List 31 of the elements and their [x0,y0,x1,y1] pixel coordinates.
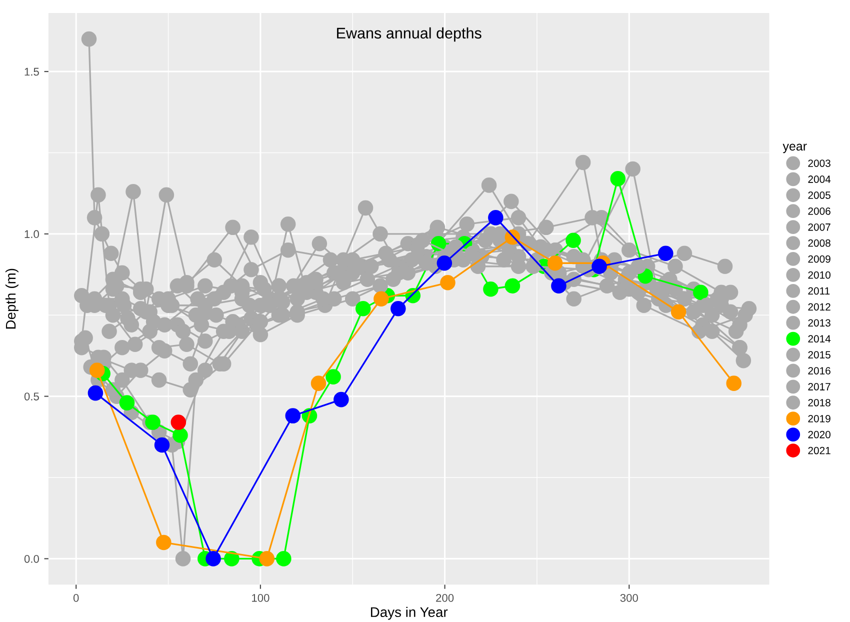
x-axis-title: Days in Year [370,606,448,620]
y-tick-label: 0.0 [24,554,39,563]
legend-label: 2019 [808,414,830,422]
legend-label: 2015 [808,351,830,358]
legend-label: 2009 [808,255,830,263]
legend-label: 2017 [808,383,830,390]
text: Ewans annual depths [337,27,482,42]
legend-label: 2006 [808,207,830,215]
legend-label: 2021 [808,446,830,454]
legend-label: 2008 [808,239,830,247]
legend-label: 2004 [808,176,831,183]
x-tick-label: 300 [620,594,638,602]
legend-title: year [782,144,807,154]
legend-label: 2013 [808,319,830,327]
legend-label: 2003 [808,160,830,167]
legend-label: 2005 [808,192,830,199]
y-tick-label: 0.5 [24,392,39,400]
legend-label: 2016 [808,367,830,374]
legend-label: 2020 [808,430,830,438]
y-axis-title: Depth (m) [5,268,18,329]
legend-label: 2012 [808,303,830,311]
legend-label: 2014 [808,335,831,343]
legend-label: 2007 [808,223,830,231]
legend-label: 2018 [808,399,830,406]
legend-label: 2010 [808,271,830,279]
x-tick-label: 0 [73,594,79,602]
y-tick-label: 1.0 [24,230,39,238]
x-tick-label: 200 [436,594,454,602]
legend-label: 2011 [808,287,830,295]
y-tick-label: 1.5 [24,68,39,76]
x-tick-label: 100 [252,594,270,602]
